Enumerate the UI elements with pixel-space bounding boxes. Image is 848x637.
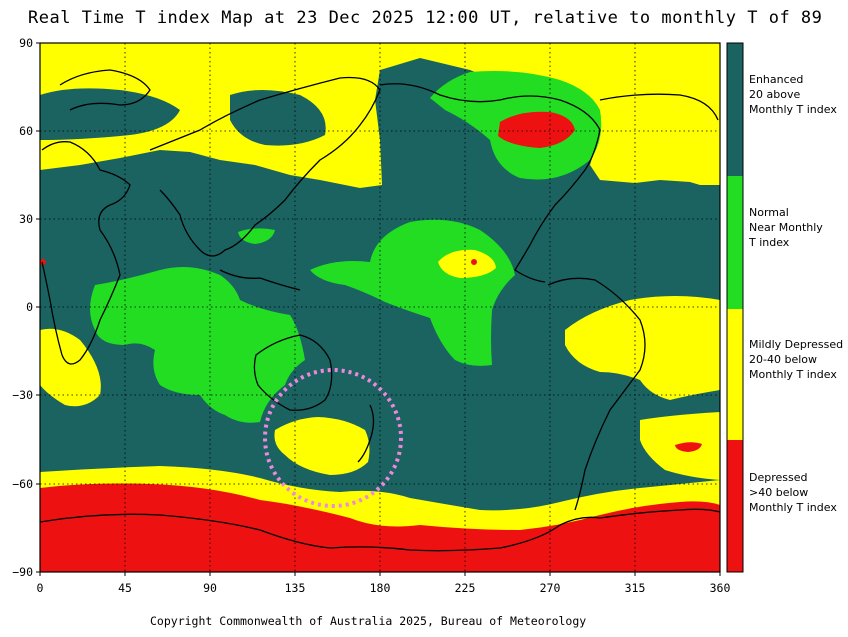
south-america-depressed-region <box>565 296 720 400</box>
x-tick-label: 360 <box>710 581 731 595</box>
x-tick-label: 180 <box>370 581 391 595</box>
axis-ticks <box>36 42 721 576</box>
map-title: Real Time T index Map at 23 Dec 2025 12:… <box>28 8 823 28</box>
y-tick-label: −60 <box>12 477 33 491</box>
x-tick-label: 225 <box>455 581 476 595</box>
y-tick-label: −30 <box>12 388 33 402</box>
map-gridlines <box>40 43 720 572</box>
y-axis-labels: 90 60 30 0 −30 −60 −90 <box>12 36 33 579</box>
indian-ocean-normal-region <box>90 266 305 423</box>
legend-label-enhanced: Enhanced 20 above Monthly T index <box>749 73 837 116</box>
legend-label-normal: Normal Near Monthly T index <box>749 206 823 249</box>
x-tick-label: 45 <box>118 581 132 595</box>
coastlines <box>40 69 720 552</box>
antarctic-depressed-region <box>40 483 720 572</box>
asia-enhanced-patch <box>150 183 255 207</box>
pacific-depressed-region <box>438 249 496 278</box>
highlight-circle <box>263 368 403 508</box>
legend-swatch-enhanced <box>727 43 743 176</box>
legend-swatch-depressed <box>727 440 743 572</box>
siberia-enhanced-patch <box>230 90 326 146</box>
y-tick-label: 90 <box>19 36 33 50</box>
legend-label-depressed: Depressed >40 below Monthly T index <box>749 471 837 514</box>
canada-depressed-region <box>498 111 575 148</box>
legend-label-mildly-depressed: Mildly Depressed 20-40 below Monthly T i… <box>749 338 844 381</box>
europe-enhanced-patch <box>40 88 180 140</box>
legend-swatch-normal <box>727 176 743 309</box>
y-tick-label: 30 <box>19 212 33 226</box>
south-atlantic-depressed-spot <box>675 442 702 452</box>
y-tick-label: 0 <box>26 300 33 314</box>
map-plot-area <box>40 43 720 572</box>
africa-depressed-region <box>40 328 101 407</box>
copyright-notice: Copyright Commonwealth of Australia 2025… <box>150 614 587 628</box>
x-tick-label: 270 <box>540 581 561 595</box>
pacific-depressed-spot <box>471 259 477 265</box>
x-tick-label: 315 <box>625 581 646 595</box>
legend-swatch-mildly-depressed <box>727 309 743 440</box>
y-tick-label: 60 <box>19 124 33 138</box>
se-asia-normal-patch <box>238 228 275 244</box>
australia-depressed-region <box>274 417 370 475</box>
x-tick-label: 0 <box>37 581 44 595</box>
legend-frame <box>726 42 744 573</box>
x-tick-label: 90 <box>203 581 217 595</box>
legend-colorbar <box>726 42 744 573</box>
y-tick-label: −90 <box>12 565 33 579</box>
x-tick-label: 135 <box>285 581 306 595</box>
west-edge-depressed-spot <box>40 259 46 265</box>
x-axis-labels: 0 45 90 135 180 225 270 315 360 <box>37 581 731 595</box>
